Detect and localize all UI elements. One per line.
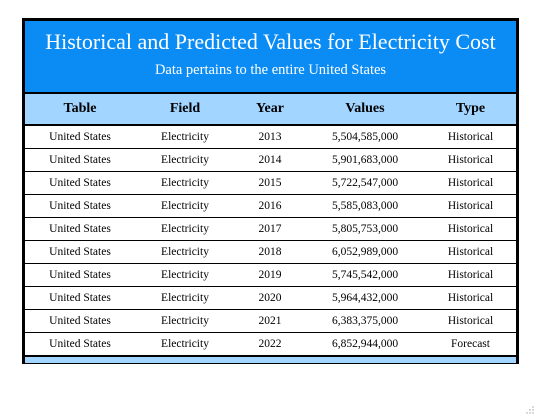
table-row: United States Electricity 2013 5,504,585… bbox=[25, 126, 516, 149]
column-header-table: Table bbox=[63, 101, 97, 116]
cell-field: Electricity bbox=[161, 292, 209, 304]
cell-value: 5,901,683,000 bbox=[331, 154, 399, 166]
cell-table: United States bbox=[49, 200, 111, 212]
cell-field: Electricity bbox=[161, 246, 209, 258]
cell-value: 5,964,432,000 bbox=[331, 292, 399, 304]
report-table: Historical and Predicted Values for Elec… bbox=[22, 18, 519, 364]
cell-year: 2017 bbox=[258, 223, 282, 235]
column-header-year: Year bbox=[256, 101, 284, 116]
cell-field: Electricity bbox=[161, 338, 209, 350]
cell-year: 2018 bbox=[258, 246, 282, 258]
cell-year: 2020 bbox=[258, 292, 282, 304]
cell-table: United States bbox=[49, 246, 111, 258]
cell-table: United States bbox=[49, 315, 111, 327]
table-row: United States Electricity 2022 6,852,944… bbox=[25, 333, 516, 357]
table-row: United States Electricity 2017 5,805,753… bbox=[25, 218, 516, 241]
table-row: United States Electricity 2014 5,901,683… bbox=[25, 149, 516, 172]
cell-type: Historical bbox=[447, 154, 494, 166]
cell-table: United States bbox=[49, 177, 111, 189]
cell-value: 6,052,989,000 bbox=[331, 246, 399, 258]
cell-type: Historical bbox=[447, 177, 494, 189]
column-header-values: Values bbox=[345, 101, 385, 116]
cell-field: Electricity bbox=[161, 154, 209, 166]
cell-year: 2016 bbox=[258, 200, 282, 212]
resize-grip-icon[interactable] bbox=[526, 406, 534, 414]
cell-field: Electricity bbox=[161, 223, 209, 235]
cell-type: Historical bbox=[447, 315, 494, 327]
cell-year: 2014 bbox=[258, 154, 282, 166]
cell-value: 5,805,753,000 bbox=[331, 223, 399, 235]
cell-field: Electricity bbox=[161, 200, 209, 212]
cell-value: 5,722,547,000 bbox=[331, 177, 399, 189]
table-title: Historical and Predicted Values for Elec… bbox=[45, 29, 496, 54]
cell-type: Historical bbox=[447, 223, 494, 235]
cell-field: Electricity bbox=[161, 177, 209, 189]
cell-type: Historical bbox=[447, 269, 494, 281]
table-row: United States Electricity 2016 5,585,083… bbox=[25, 195, 516, 218]
cell-year: 2021 bbox=[258, 315, 282, 327]
cell-value: 5,585,083,000 bbox=[331, 200, 399, 212]
table-header-row: Table Field Year Values Type bbox=[25, 92, 516, 126]
column-header-field: Field bbox=[169, 101, 201, 116]
cell-value: 6,383,375,000 bbox=[331, 315, 399, 327]
cell-year: 2015 bbox=[258, 177, 282, 189]
cell-type: Historical bbox=[447, 292, 494, 304]
cell-table: United States bbox=[49, 131, 111, 143]
cell-year: 2013 bbox=[258, 131, 282, 143]
cell-field: Electricity bbox=[161, 131, 209, 143]
table-row: United States Electricity 2018 6,052,989… bbox=[25, 241, 516, 264]
table-row: United States Electricity 2015 5,722,547… bbox=[25, 172, 516, 195]
column-header-type: Type bbox=[455, 101, 486, 116]
cell-table: United States bbox=[49, 269, 111, 281]
cell-value: 6,852,944,000 bbox=[331, 338, 399, 350]
cell-table: United States bbox=[49, 223, 111, 235]
cell-table: United States bbox=[49, 154, 111, 166]
cell-field: Electricity bbox=[161, 315, 209, 327]
cell-type: Historical bbox=[447, 246, 494, 258]
table-subtitle: Data pertains to the entire United State… bbox=[154, 62, 387, 78]
table-row: United States Electricity 2020 5,964,432… bbox=[25, 287, 516, 310]
cell-table: United States bbox=[49, 338, 111, 350]
table-row: United States Electricity 2021 6,383,375… bbox=[25, 310, 516, 333]
cell-year: 2019 bbox=[258, 269, 282, 281]
table-footer-band bbox=[25, 357, 516, 363]
cell-type: Forecast bbox=[451, 338, 490, 350]
cell-value: 5,504,585,000 bbox=[331, 131, 399, 143]
cell-table: United States bbox=[49, 292, 111, 304]
title-band: Historical and Predicted Values for Elec… bbox=[25, 21, 516, 92]
cell-value: 5,745,542,000 bbox=[331, 269, 399, 281]
table-row: United States Electricity 2019 5,745,542… bbox=[25, 264, 516, 287]
cell-type: Historical bbox=[447, 200, 494, 212]
cell-year: 2022 bbox=[258, 338, 282, 350]
cell-field: Electricity bbox=[161, 269, 209, 281]
cell-type: Historical bbox=[447, 131, 494, 143]
